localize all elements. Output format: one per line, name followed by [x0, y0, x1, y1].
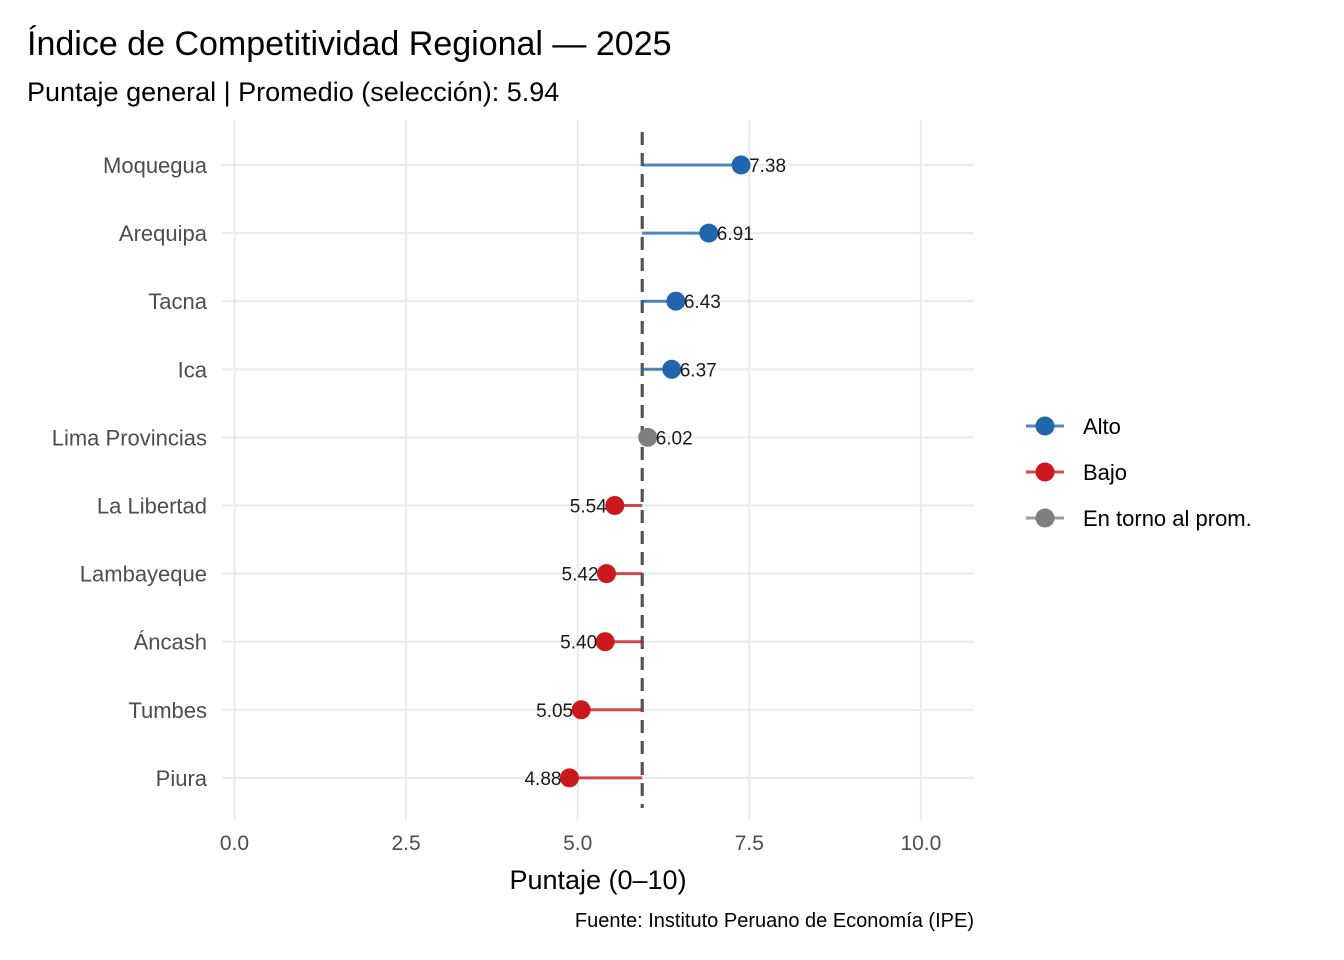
data-label: 7.38	[749, 156, 786, 177]
x-axis: 0.0 2.5 5.0 7.5 10.0	[220, 832, 941, 855]
data-label: 5.54	[570, 497, 607, 518]
chart-title: Índice de Competitividad Regional — 2025	[27, 25, 672, 63]
chart-subtitle: Puntaje general | Promedio (selección): …	[27, 77, 559, 107]
x-axis-label: Puntaje (0–10)	[509, 865, 686, 895]
y-tick-label: Lambayeque	[80, 562, 207, 587]
legend-key-point	[1035, 508, 1055, 528]
legend-label: Bajo	[1083, 460, 1127, 485]
legend-label: Alto	[1083, 414, 1121, 439]
x-tick-label: 0.0	[220, 832, 249, 855]
data-point	[699, 223, 719, 243]
grid	[222, 120, 974, 820]
data-label: 6.43	[684, 292, 721, 313]
data-point	[571, 700, 591, 720]
y-tick-label: Moquegua	[103, 153, 208, 178]
x-tick-label: 5.0	[563, 832, 592, 855]
x-tick-label: 7.5	[735, 832, 764, 855]
y-tick-label: Tacna	[148, 289, 207, 314]
legend-label: En torno al prom.	[1083, 506, 1252, 531]
y-tick-label: Arequipa	[119, 221, 208, 246]
y-tick-label: Lima Provincias	[52, 425, 207, 450]
y-tick-label: La Libertad	[97, 494, 207, 519]
legend: Alto Bajo En torno al prom.	[1026, 414, 1252, 531]
y-axis: Moquegua Arequipa Tacna Ica Lima Provincias L…	[52, 153, 208, 791]
data-marks: 7.38 6.91 6.43 6.37 6.02 5.54 5.42 5.40 5.05 4.88	[524, 155, 786, 790]
data-point	[595, 632, 615, 652]
data-label: 6.91	[717, 224, 754, 245]
data-point	[597, 564, 617, 584]
data-label: 6.02	[656, 428, 693, 449]
legend-key-point	[1035, 416, 1055, 436]
data-point	[731, 155, 751, 175]
data-point	[638, 427, 658, 447]
y-tick-label: Tumbes	[128, 698, 207, 723]
data-label: 5.42	[562, 565, 599, 586]
x-tick-label: 10.0	[900, 832, 941, 855]
chart-caption: Fuente: Instituto Peruano de Economía (I…	[575, 910, 974, 932]
data-point	[605, 496, 625, 515]
data-label: 5.40	[560, 633, 597, 654]
x-tick-label: 2.5	[391, 832, 420, 855]
data-point	[662, 359, 682, 379]
data-label: 5.05	[536, 701, 573, 722]
legend-key-point	[1035, 462, 1055, 482]
y-tick-label: Piura	[156, 766, 208, 791]
data-label: 4.88	[524, 769, 561, 790]
data-label: 6.37	[680, 360, 717, 381]
data-point	[666, 291, 686, 311]
y-tick-label: Ica	[178, 357, 208, 382]
data-point	[559, 768, 579, 788]
y-tick-label: Áncash	[134, 630, 207, 655]
